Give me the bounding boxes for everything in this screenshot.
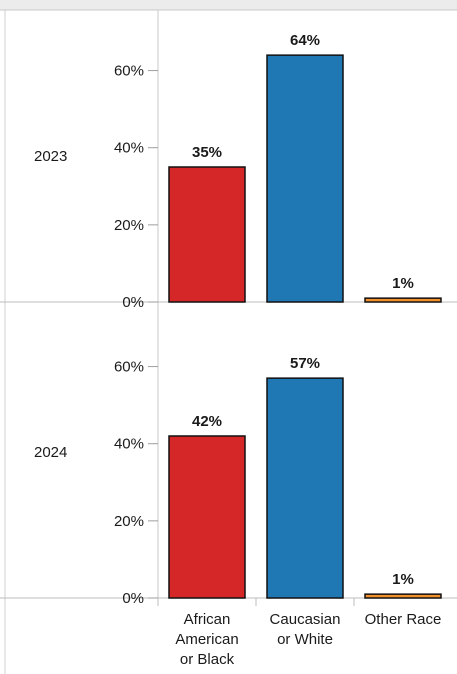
- bar: [266, 377, 344, 599]
- bar: [266, 54, 344, 303]
- bar: [364, 297, 442, 303]
- x-category-label: Other Race: [365, 611, 442, 628]
- x-category-label: African American or Black: [175, 611, 238, 668]
- x-category-label-line: or Black: [180, 651, 235, 668]
- y-tick-label: 60%: [114, 359, 144, 376]
- y-tick-label: 40%: [114, 140, 144, 157]
- row-label: 2023: [34, 148, 67, 165]
- x-category-label-line: Caucasian: [270, 611, 341, 628]
- data-label: 64%: [290, 32, 320, 49]
- bar: [364, 593, 442, 599]
- bar: [168, 435, 246, 599]
- y-tick-label: 60%: [114, 63, 144, 80]
- x-category-label-line: African: [184, 611, 231, 628]
- x-category-label: Caucasian or White: [270, 611, 341, 648]
- x-category-label-line: American: [175, 631, 238, 648]
- y-tick-label: 20%: [114, 513, 144, 530]
- row-label: 2024: [34, 444, 67, 461]
- y-tick-label: 0%: [122, 590, 144, 607]
- x-category-label-line: or White: [277, 631, 333, 648]
- data-label: 1%: [392, 571, 414, 588]
- top-border-band: [0, 0, 457, 10]
- y-tick-label: 40%: [114, 436, 144, 453]
- y-tick-label: 0%: [122, 294, 144, 311]
- panel-2023: 2023 0% 20% 40% 60% 35% 64% 1%: [0, 32, 457, 311]
- data-label: 57%: [290, 355, 320, 372]
- bar: [168, 166, 246, 303]
- x-category-label-line: Other Race: [365, 611, 442, 628]
- data-label: 35%: [192, 144, 222, 161]
- data-label: 42%: [192, 413, 222, 430]
- panel-2024: 2024 0% 20% 40% 60% 42% 57% 1%: [0, 355, 457, 607]
- data-label: 1%: [392, 275, 414, 292]
- x-axis: African American or Black Caucasian or White…: [157, 598, 442, 668]
- y-tick-label: 20%: [114, 217, 144, 234]
